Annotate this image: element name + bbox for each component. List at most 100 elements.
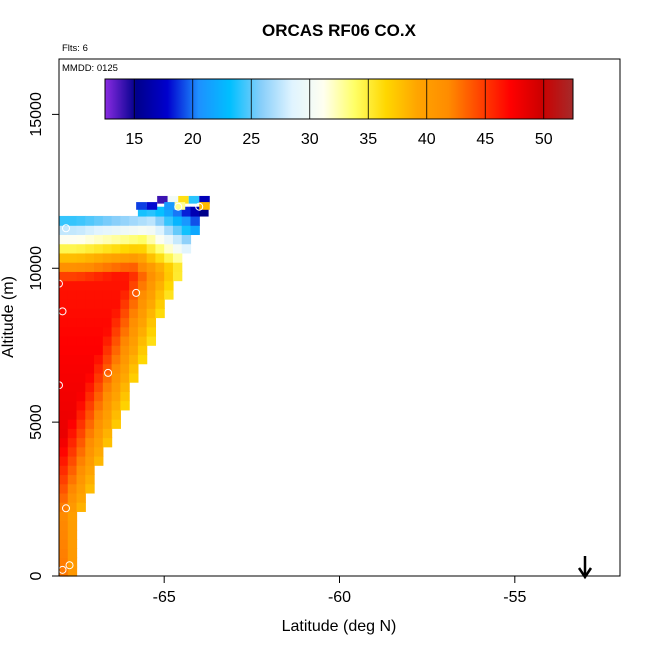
heatmap-cell <box>102 271 113 282</box>
heatmap-cell <box>102 391 113 402</box>
heatmap-cell <box>120 299 130 309</box>
heatmap-cell <box>129 271 139 282</box>
heatmap-cell <box>94 317 104 328</box>
heatmap-cell <box>102 225 113 236</box>
heatmap-cell <box>137 215 148 226</box>
heatmap-cell <box>111 372 121 383</box>
heatmap-cell <box>146 234 157 245</box>
heatmap-cell <box>59 539 69 549</box>
heatmap-cell <box>76 308 86 319</box>
colorbar-tick-label: 15 <box>125 131 143 148</box>
heatmap-cell <box>164 252 174 263</box>
heatmap-cell <box>59 262 69 272</box>
y-tick-label: 10000 <box>28 246 45 291</box>
heatmap-cell <box>137 335 148 346</box>
heatmap-cell <box>67 225 78 236</box>
colorbar-tick-label: 45 <box>476 131 494 148</box>
colorbar: 15 20 25 30 35 40 45 50 <box>104 78 574 148</box>
heatmap-cell <box>59 308 69 319</box>
heatmap-cell <box>190 206 200 217</box>
heatmap-cell <box>85 465 95 476</box>
heatmap-cell <box>67 299 78 309</box>
heatmap-cell <box>94 409 104 420</box>
heatmap-cell <box>67 511 78 522</box>
heatmap-cell <box>137 234 148 245</box>
heatmap-cell <box>94 455 104 466</box>
heatmap-cell <box>76 354 86 365</box>
heatmap-cell <box>67 271 78 282</box>
heatmap-cell <box>59 566 69 577</box>
heatmap-cell <box>174 202 186 210</box>
heatmap-cell <box>67 345 78 356</box>
heatmap-cell <box>59 326 69 337</box>
heatmap-cell <box>67 502 78 512</box>
heatmap-cell <box>102 345 113 356</box>
heatmap-cell <box>85 326 95 337</box>
heatmap-cell <box>76 271 86 282</box>
heatmap-cell <box>67 215 78 226</box>
heatmap-cell <box>76 215 86 226</box>
heatmap-cell <box>59 372 69 383</box>
heatmap-cell <box>85 280 95 291</box>
heatmap-cell <box>164 206 174 217</box>
heatmap-cell <box>67 548 78 559</box>
heatmap-cell <box>190 215 200 226</box>
heatmap-cell <box>94 243 104 254</box>
heatmap-cell <box>155 206 165 217</box>
heatmap-cell <box>59 400 69 411</box>
heatmap-cell <box>181 234 192 245</box>
heatmap-cell <box>76 280 86 291</box>
heatmap-cell <box>164 225 174 236</box>
heatmap-cell <box>94 363 104 374</box>
heatmap-cell <box>94 299 104 309</box>
heatmap-cell <box>111 271 121 282</box>
heatmap-cell <box>67 280 78 291</box>
colorbar-bar <box>104 78 574 120</box>
heatmap-cell <box>129 326 139 337</box>
heatmap-cell <box>76 234 86 245</box>
heatmap-cell <box>76 262 86 272</box>
heatmap-cell <box>164 215 174 226</box>
heatmap-cell <box>59 391 69 402</box>
heatmap-cell <box>76 363 86 374</box>
heatmap-cell <box>67 529 78 540</box>
heatmap-cell <box>94 400 104 411</box>
heatmap-cell <box>59 299 69 309</box>
heatmap-cell <box>76 382 86 392</box>
heatmap-cell <box>94 215 104 226</box>
heatmap-cell <box>129 215 139 226</box>
heatmap-cell <box>67 446 78 457</box>
heatmap-cell <box>111 243 121 254</box>
heatmap-cell <box>120 335 130 346</box>
heatmap-cell <box>102 215 113 226</box>
heatmap-cell <box>67 428 78 439</box>
heatmap-cell <box>85 225 95 236</box>
heatmap-cell <box>67 391 78 402</box>
heatmap-cell <box>137 280 148 291</box>
sample-point <box>62 224 71 233</box>
heatmap-cell <box>137 317 148 328</box>
heatmap-cell <box>129 335 139 346</box>
heatmap-cell <box>111 280 121 291</box>
heatmap-cell <box>67 539 78 549</box>
heatmap-cell <box>111 335 121 346</box>
heatmap-cell <box>102 252 113 263</box>
heatmap-cell <box>76 419 86 429</box>
heatmap-cell <box>137 262 148 272</box>
colorbar-tick-label: 20 <box>184 131 202 148</box>
heatmap-cell <box>120 317 130 328</box>
heatmap-cell <box>102 372 113 383</box>
heatmap-cell <box>76 345 86 356</box>
heatmap-cell <box>164 271 174 282</box>
heatmap-cell <box>111 225 121 236</box>
heatmap-cell <box>172 206 183 217</box>
heatmap-cell <box>76 409 86 420</box>
heatmap-cell <box>167 195 179 204</box>
heatmap-cell <box>67 363 78 374</box>
colorbar-tick-label: 30 <box>301 131 319 148</box>
heatmap-cell <box>76 299 86 309</box>
heatmap-cell <box>94 308 104 319</box>
heatmap-cell <box>120 215 130 226</box>
heatmap-cell <box>146 252 157 263</box>
heatmap-cell <box>155 280 165 291</box>
